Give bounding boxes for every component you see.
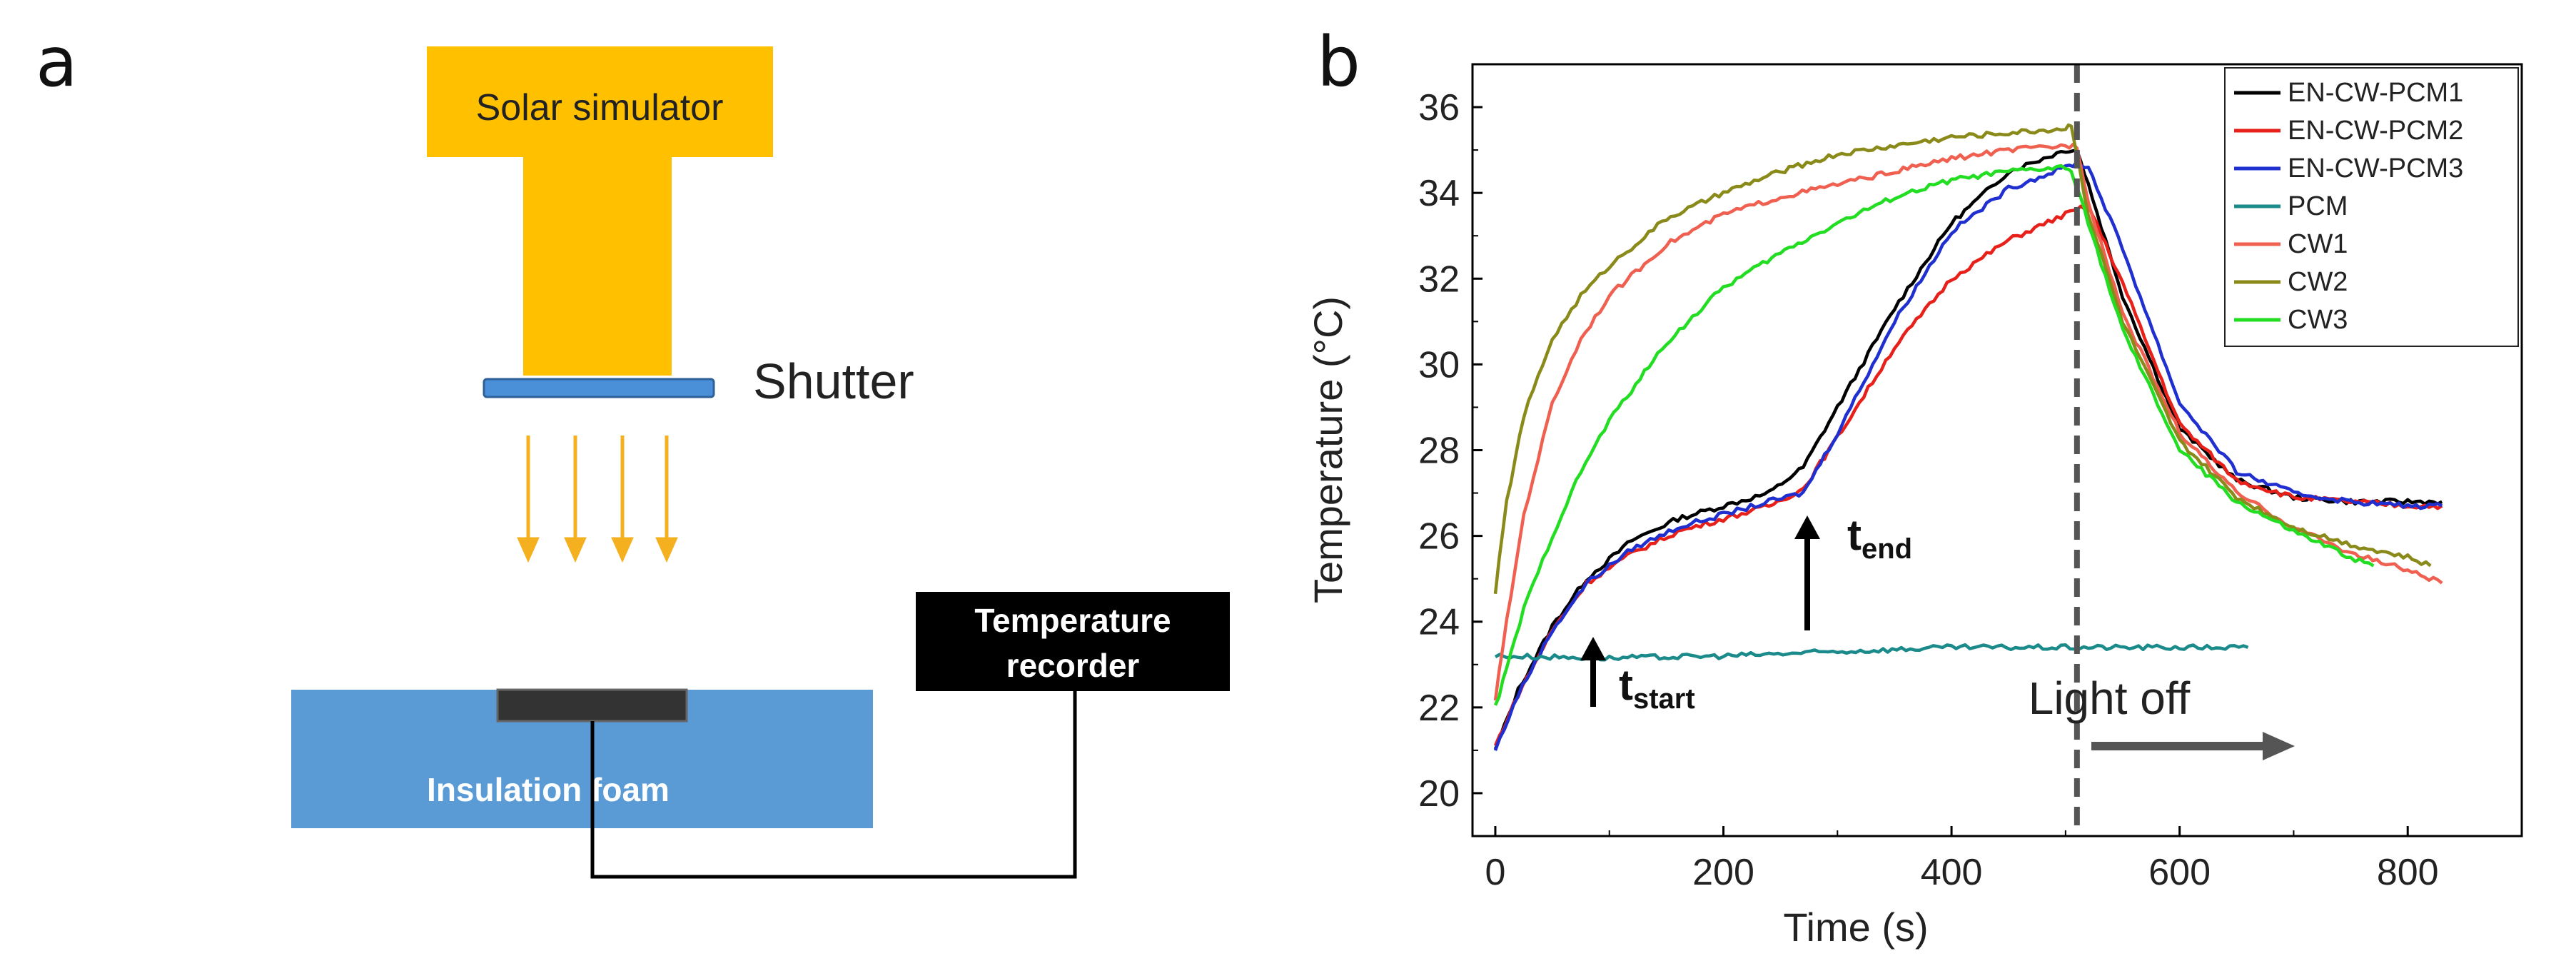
x-tick-label: 0 (1485, 852, 1505, 893)
legend: EN-CW-PCM1 EN-CW-PCM2 EN-CW-PCM3 PCM CW1 CW2 C… (2224, 67, 2519, 347)
light-off-label: Light off (2029, 673, 2191, 724)
foam-label: Insulation foam (427, 771, 670, 808)
t-end-main: t (1847, 511, 1862, 559)
legend-label: EN-CW-PCM1 (2288, 78, 2463, 108)
recorder-label-line2: recorder (1006, 647, 1140, 684)
legend-item: EN-CW-PCM1 (2234, 78, 2463, 108)
y-tick-label: 20 (1418, 773, 1460, 815)
series-line-en-cw-pcm2 (1493, 203, 2443, 747)
legend-label: PCM (2288, 191, 2348, 221)
shutter-label: Shutter (753, 353, 914, 409)
series-line-cw3 (1493, 163, 2375, 706)
panel-a-letter: a (36, 22, 78, 102)
t-start-main: t (1619, 661, 1633, 709)
legend-item: CW1 (2234, 229, 2348, 259)
series-line-cw2 (1493, 123, 2432, 595)
x-tick-label: 200 (1692, 852, 1754, 893)
y-axis-label: Temperature (°C) (1305, 296, 1350, 603)
series-line-en-cw-pcm3 (1493, 160, 2443, 751)
panel-b: b 0 200 400 600 800 20 22 24 26 28 30 32 34 36 Time … (1305, 22, 2523, 950)
y-tick-label: 26 (1418, 516, 1460, 558)
y-tick-label: 36 (1418, 87, 1460, 129)
x-tick-label: 400 (1921, 852, 1983, 893)
legend-item: PCM (2234, 191, 2348, 221)
panel-b-letter: b (1317, 22, 1360, 102)
panel-a: a Solar simulator Shutter Temperature re… (36, 22, 1230, 879)
y-tick-label: 30 (1418, 344, 1460, 386)
y-tick-label: 32 (1418, 258, 1460, 300)
x-ticks: 0 200 400 600 800 (1485, 826, 2439, 893)
x-axis-label: Time (s) (1783, 905, 1928, 950)
solar-simulator-label: Solar simulator (476, 87, 724, 129)
y-tick-label: 24 (1418, 602, 1460, 643)
legend-label: EN-CW-PCM2 (2288, 116, 2463, 146)
t-start-sub: start (1633, 683, 1695, 715)
y-tick-label: 22 (1418, 688, 1460, 729)
solar-simulator-head (427, 46, 773, 157)
legend-item: EN-CW-PCM3 (2234, 154, 2463, 183)
legend-label: CW1 (2288, 229, 2348, 259)
light-arrow-icon (564, 436, 587, 563)
light-arrow-icon (517, 436, 540, 563)
legend-item: CW2 (2234, 267, 2348, 297)
temperature-recorder (916, 592, 1230, 691)
sample (496, 688, 688, 723)
legend-label: CW3 (2288, 305, 2348, 335)
legend-item: CW3 (2234, 305, 2348, 335)
x-tick-label: 800 (2377, 852, 2439, 893)
t-end-sub: end (1862, 533, 1912, 565)
legend-label: EN-CW-PCM3 (2288, 154, 2463, 183)
solar-simulator-stem (523, 156, 672, 376)
light-arrows (517, 436, 678, 563)
light-off-arrow-icon (2091, 732, 2295, 760)
chart-area: 0 200 400 600 800 20 22 24 26 28 30 32 34 36 (1418, 63, 2523, 893)
t-end-arrow-icon (1794, 515, 1820, 630)
y-ticks: 20 22 24 26 28 30 32 34 36 (1418, 87, 1483, 815)
series-lines (1493, 123, 2443, 751)
series-line-pcm (1494, 643, 2249, 662)
t-start-label: tstart (1619, 661, 1695, 715)
legend-item: EN-CW-PCM2 (2234, 116, 2463, 146)
t-start-arrow-icon (1580, 637, 1606, 707)
legend-label: CW2 (2288, 267, 2348, 297)
y-tick-label: 34 (1418, 173, 1460, 214)
shutter (483, 378, 715, 398)
light-arrow-icon (655, 436, 678, 563)
y-tick-label: 28 (1418, 431, 1460, 472)
t-end-label: tend (1847, 511, 1912, 565)
light-arrow-icon (611, 436, 634, 563)
x-tick-label: 600 (2148, 852, 2211, 893)
thermocouple-wire (590, 691, 1077, 879)
recorder-label-line1: Temperature (974, 602, 1171, 639)
